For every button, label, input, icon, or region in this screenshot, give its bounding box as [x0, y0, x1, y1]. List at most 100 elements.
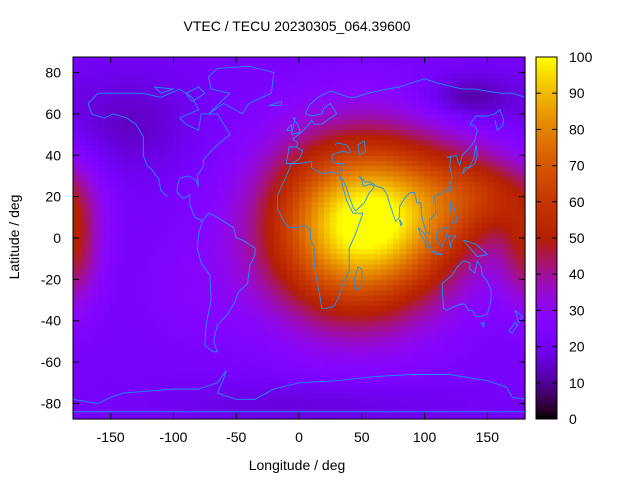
heatmap-cell: [474, 77, 482, 84]
heatmap-cell: [173, 274, 181, 280]
heatmap-cell: [85, 88, 93, 94]
heatmap-cell: [91, 88, 99, 94]
heatmap-cell: [324, 351, 331, 358]
heatmap-cell: [135, 181, 143, 187]
heatmap-cell: [455, 393, 463, 399]
heatmap-cell: [443, 372, 451, 379]
heatmap-cell: [255, 160, 262, 167]
heatmap-cell: [430, 144, 438, 151]
heatmap-cell: [361, 336, 369, 343]
heatmap-cell: [160, 341, 168, 348]
heatmap-cell: [324, 160, 331, 167]
heatmap-cell: [449, 258, 457, 265]
heatmap-cell: [443, 67, 451, 74]
heatmap-cell: [135, 227, 143, 234]
heatmap-cell: [154, 315, 162, 322]
heatmap-cell: [204, 124, 212, 130]
heatmap-cell: [142, 258, 149, 265]
heatmap-cell: [173, 258, 181, 265]
heatmap-cell: [116, 134, 124, 141]
heatmap-cell: [299, 263, 306, 270]
heatmap-cell: [79, 263, 87, 270]
heatmap-cell: [462, 341, 470, 348]
heatmap-cell: [248, 62, 256, 68]
heatmap-cell: [229, 284, 237, 291]
heatmap-cell: [311, 82, 319, 89]
heatmap-cell: [342, 253, 350, 260]
heatmap-cell: [374, 113, 382, 120]
heatmap-cell: [361, 243, 369, 249]
heatmap-cell: [286, 305, 294, 311]
heatmap-cell: [267, 57, 275, 63]
heatmap-cell: [437, 62, 444, 68]
heatmap-cell: [380, 372, 388, 379]
heatmap-cell: [104, 227, 112, 234]
heatmap-cell: [393, 341, 401, 348]
heatmap-cell: [280, 269, 288, 275]
heatmap-cell: [455, 82, 463, 89]
heatmap-cell: [393, 279, 401, 286]
heatmap-cell: [499, 372, 507, 379]
heatmap-cell: [248, 57, 256, 63]
heatmap-cell: [455, 346, 463, 353]
heatmap-cell: [355, 124, 363, 130]
heatmap-cell: [512, 175, 520, 182]
heatmap-cell: [481, 113, 488, 120]
heatmap-cell: [73, 165, 80, 172]
heatmap-cell: [336, 217, 344, 224]
heatmap-cell: [242, 279, 250, 286]
heatmap-cell: [104, 279, 112, 286]
heatmap-cell: [336, 98, 344, 105]
heatmap-cell: [455, 356, 463, 363]
heatmap-cell: [474, 217, 482, 224]
heatmap-cell: [123, 284, 131, 291]
heatmap-cell: [167, 258, 175, 265]
heatmap-cell: [399, 362, 407, 368]
heatmap-cell: [499, 362, 507, 368]
heatmap-cell: [236, 165, 244, 172]
heatmap-cell: [437, 124, 444, 130]
heatmap-cell: [211, 346, 218, 353]
heatmap-cell: [499, 186, 507, 193]
heatmap-cell: [418, 393, 426, 399]
heatmap-cell: [449, 294, 457, 301]
heatmap-cell: [91, 305, 99, 311]
heatmap-cell: [455, 248, 463, 255]
heatmap-cell: [186, 124, 193, 130]
heatmap-cell: [462, 129, 470, 136]
heatmap-cell: [223, 284, 231, 291]
heatmap-cell: [512, 263, 520, 270]
heatmap-cell: [91, 103, 99, 110]
heatmap-cell: [179, 108, 187, 115]
heatmap-cell: [412, 67, 419, 74]
heatmap-cell: [148, 119, 156, 125]
heatmap-cell: [160, 113, 168, 120]
heatmap-cell: [104, 212, 112, 218]
heatmap-cell: [217, 196, 225, 203]
heatmap-cell: [468, 362, 476, 368]
heatmap-cell: [518, 294, 526, 301]
heatmap-cell: [437, 279, 444, 286]
heatmap-cell: [160, 82, 168, 89]
heatmap-cell: [273, 325, 281, 332]
heatmap-cell: [286, 170, 294, 177]
heatmap-cell: [204, 155, 212, 162]
heatmap-cell: [123, 310, 131, 317]
heatmap-cell: [499, 331, 507, 337]
heatmap-cell: [204, 320, 212, 327]
heatmap-cell: [267, 67, 275, 74]
heatmap-cell: [204, 134, 212, 141]
heatmap-cell: [418, 88, 426, 94]
heatmap-cell: [443, 72, 451, 79]
heatmap-cell: [211, 108, 218, 115]
heatmap-cell: [368, 269, 375, 275]
heatmap-cell: [217, 305, 225, 311]
heatmap-cell: [474, 336, 482, 343]
heatmap-cell: [430, 269, 438, 275]
heatmap-cell: [330, 82, 338, 89]
heatmap-cell: [462, 119, 470, 125]
heatmap-cell: [506, 77, 514, 84]
heatmap-cell: [374, 279, 382, 286]
heatmap-cell: [311, 217, 319, 224]
heatmap-cell: [317, 144, 325, 151]
